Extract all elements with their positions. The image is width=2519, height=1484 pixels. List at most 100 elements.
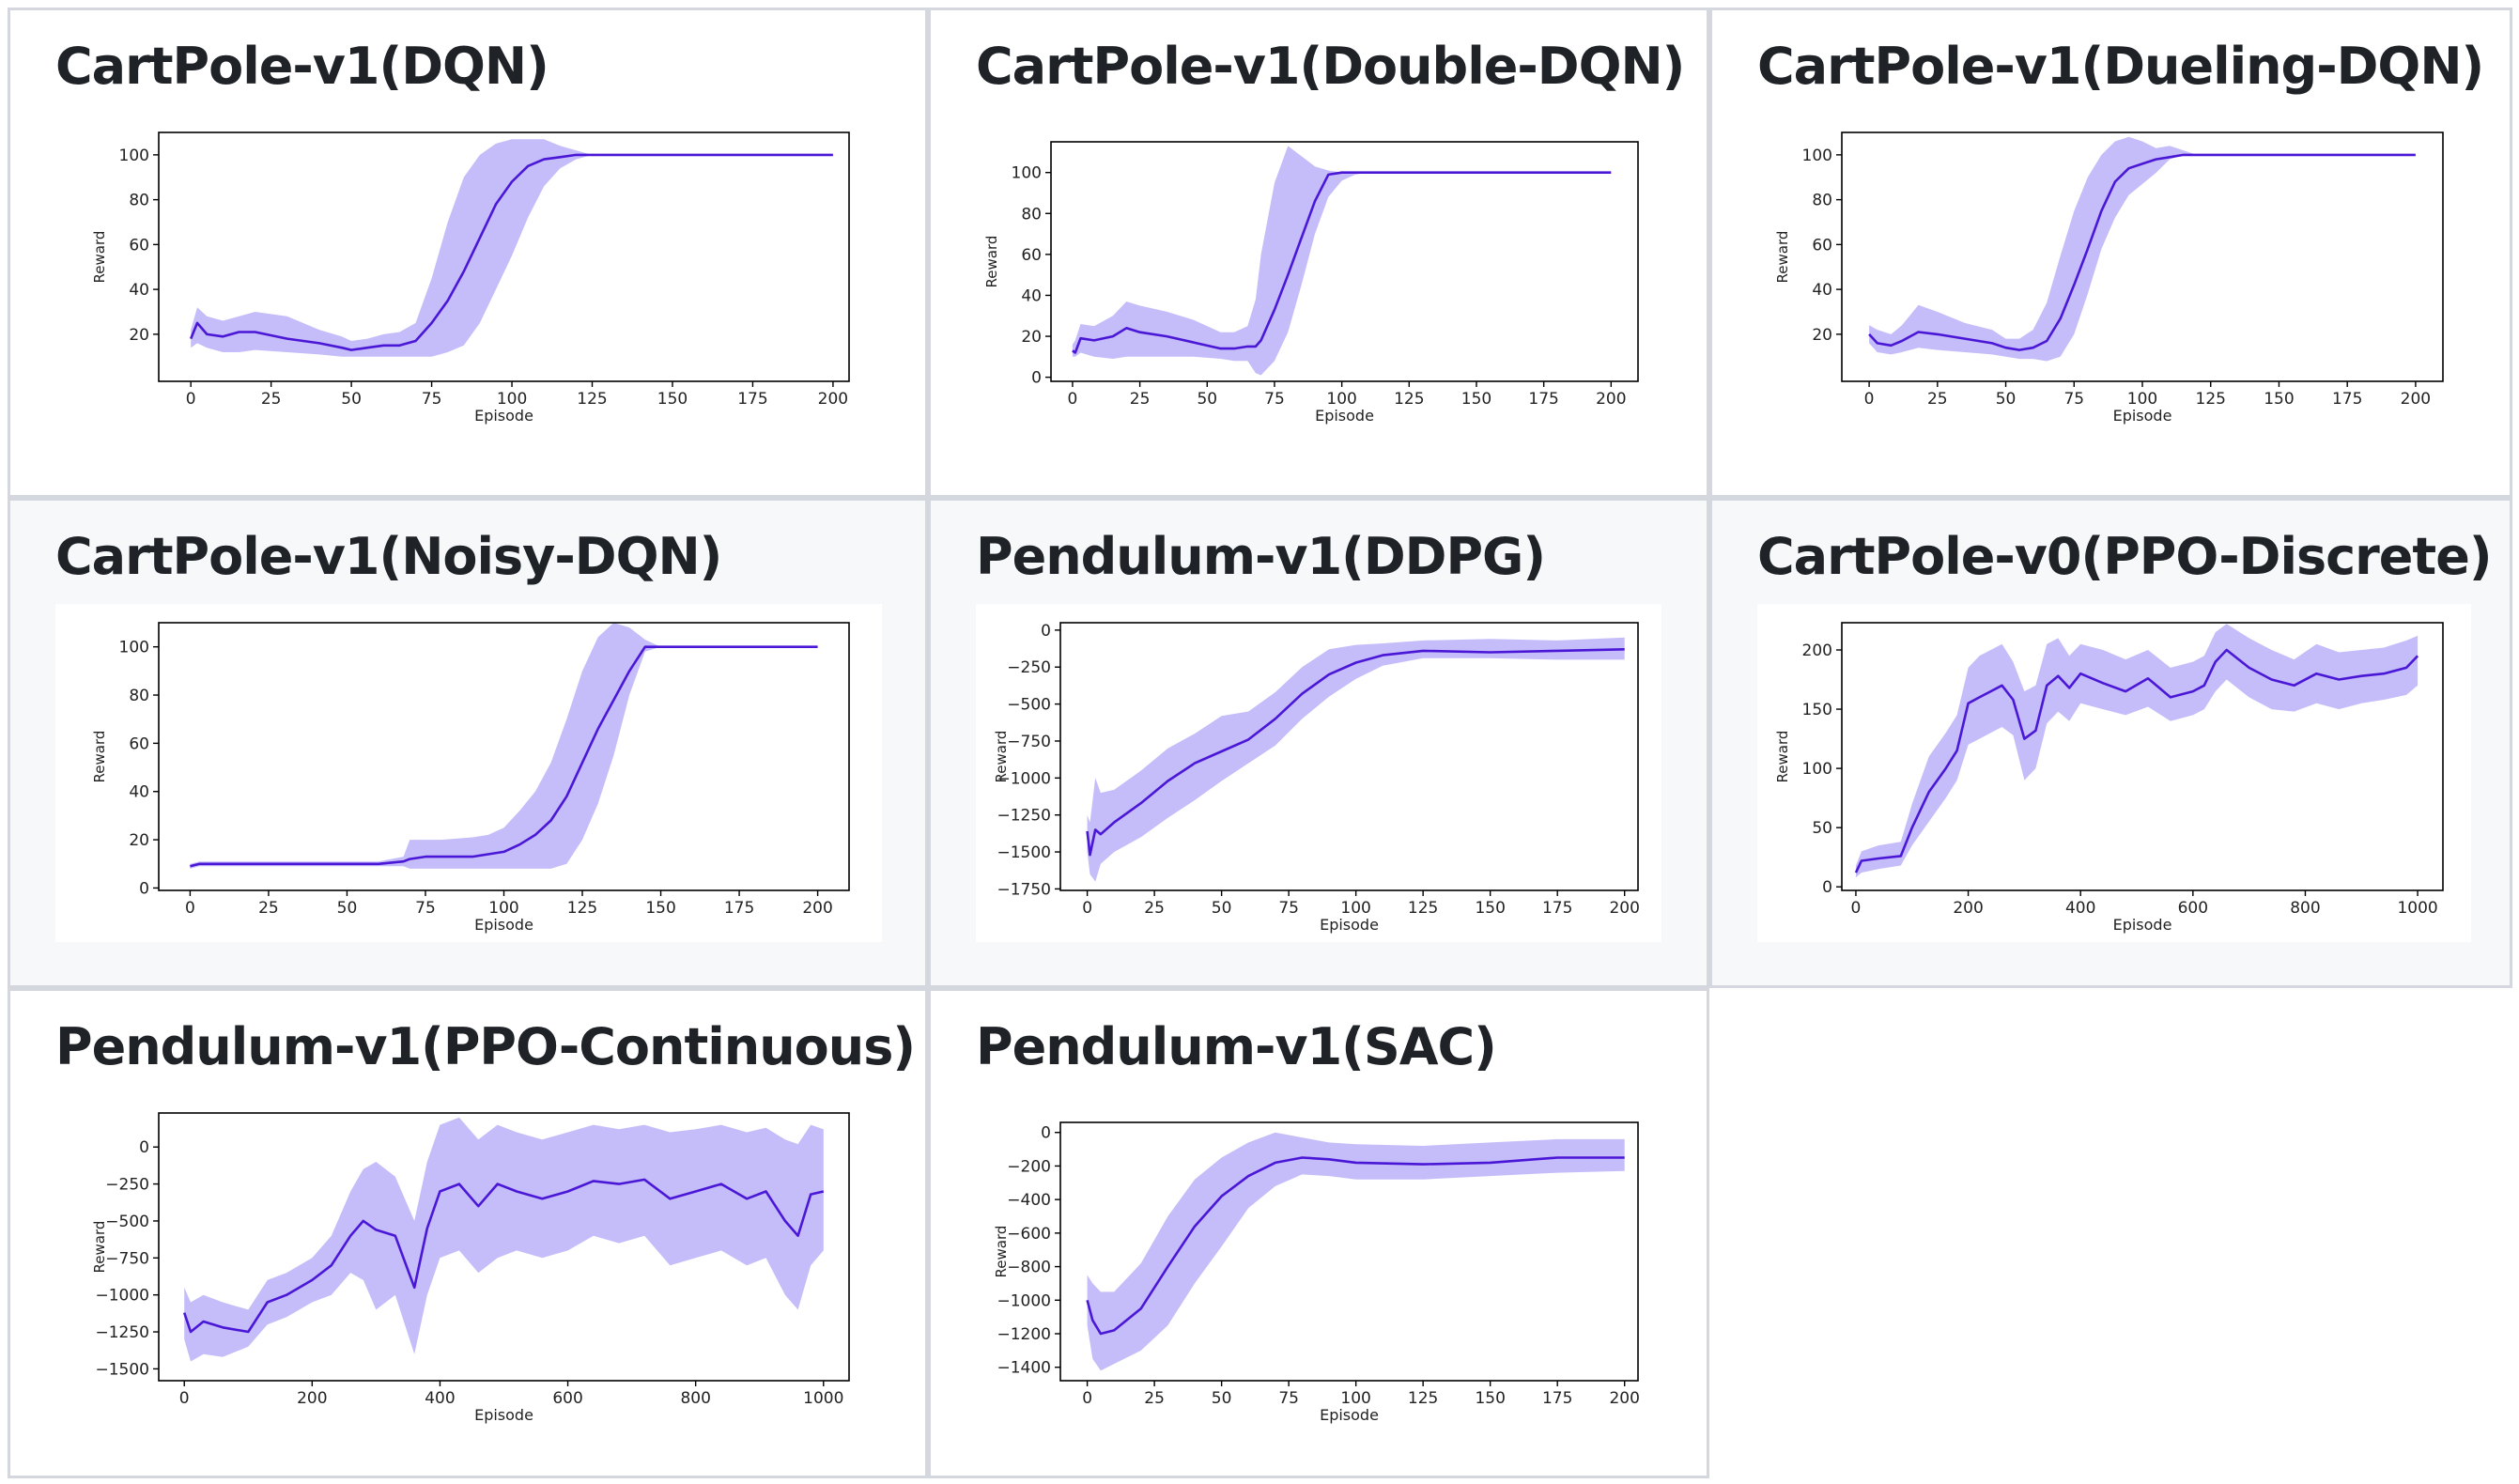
x-tick-label: 75 [1278,1389,1299,1408]
x-tick-label: 75 [1278,899,1299,918]
chart-title: Pendulum-v1(PPO-Continuous) [55,1017,916,1076]
x-tick-label: 200 [1609,899,1639,918]
confidence-band [1869,136,2416,362]
x-tick-label: 150 [2264,390,2294,409]
x-tick-label: 125 [1408,1389,1438,1408]
chart-plot: 0 200 400 600 800 1000 0 50 100 150 200 Episode Rewa… [1757,604,2471,942]
x-tick-label: 175 [1542,899,1572,918]
x-tick-label: 125 [577,390,607,409]
x-tick-label: 50 [341,390,362,409]
chart-title: CartPole-v0(PPO-Discrete) [1757,527,2493,586]
x-tick-label: 100 [497,390,527,409]
x-tick-label: 150 [657,390,688,409]
chart-plot: 0 25 50 75 100 125 150 175 200020406080100Episod… [976,114,1661,433]
chart-panel-pendulum-v1-sac: Pendulum-v1(SAC) 0 25 50 75 100 125 150 175 200 0 −… [928,988,1709,1478]
confidence-band [191,139,833,357]
axes-frame [1050,141,1639,382]
x-tick-label: 0 [1068,390,1078,409]
x-axis-label: Episode [2113,407,2172,425]
x-tick-label: 175 [2332,390,2362,409]
y-tick-label: 150 [1802,701,1832,719]
y-tick-label: 40 [1021,286,1042,305]
confidence-band [1087,1132,1625,1371]
confidence-band [1072,146,1612,376]
confidence-band [184,1117,824,1362]
y-tick-label: 0 [1031,369,1042,388]
y-tick-label: 100 [1802,760,1832,779]
x-tick-label: 75 [1264,390,1285,409]
y-tick-label: 60 [1812,236,1832,255]
x-tick-label: 0 [185,899,195,918]
x-tick-label: 175 [1542,1389,1572,1408]
x-tick-label: 1000 [2397,899,2437,918]
chart-title: CartPole-v1(Dueling-DQN) [1757,37,2484,96]
y-tick-label: 80 [1812,192,1832,210]
x-axis-label: Episode [474,407,533,425]
x-tick-label: 800 [680,1389,710,1408]
y-tick-label: 0 [1041,1124,1051,1143]
mean-reward-line [1086,1156,1625,1336]
mean-reward-line [1072,171,1612,354]
x-axis-label: Episode [474,1406,533,1424]
y-tick-label: 0 [1041,622,1051,641]
x-tick-label: 100 [1340,1389,1370,1408]
plot-background [976,114,1661,433]
x-tick-label: 25 [261,390,282,409]
x-tick-label: 400 [425,1389,455,1408]
x-axis-label: Episode [1320,916,1379,934]
y-tick-label: −500 [105,1213,149,1231]
axes-frame [1059,622,1639,891]
y-tick-label: 60 [129,236,149,255]
x-tick-label: 175 [724,899,754,918]
x-tick-label: 200 [2401,390,2431,409]
x-tick-label: 150 [1475,1389,1505,1408]
y-axis-label: Reward [91,1221,108,1274]
y-tick-label: −1000 [95,1287,149,1306]
y-tick-label: −600 [1007,1225,1051,1244]
axes-frame [1059,1121,1639,1382]
x-tick-label: 200 [1953,899,1983,918]
x-tick-label: 200 [1596,390,1626,409]
x-tick-label: 100 [488,899,518,918]
x-tick-label: 75 [422,390,442,409]
y-tick-label: 20 [1021,328,1042,347]
x-tick-label: 25 [1130,390,1151,409]
y-tick-label: −200 [1007,1157,1051,1176]
x-axis-label: Episode [474,916,533,934]
chart-title: CartPole-v1(Noisy-DQN) [55,527,722,586]
y-tick-label: 0 [139,879,149,898]
y-tick-label: −1400 [997,1359,1051,1378]
y-tick-label: 40 [129,783,149,802]
x-axis-label: Episode [1320,1406,1379,1424]
x-tick-label: 75 [2063,390,2084,409]
axes-frame [158,131,850,382]
x-tick-label: 175 [737,390,767,409]
y-tick-label: 200 [1802,642,1832,660]
x-tick-label: 50 [1197,390,1217,409]
x-tick-label: 0 [1851,899,1862,918]
y-tick-label: 0 [139,1138,149,1157]
x-tick-label: 25 [1927,390,1948,409]
x-tick-label: 25 [1144,1389,1165,1408]
x-tick-label: 125 [2196,390,2226,409]
x-tick-label: 200 [802,899,832,918]
y-tick-label: −1750 [997,880,1051,899]
x-tick-label: 75 [415,899,436,918]
x-tick-label: 100 [1340,899,1370,918]
y-tick-label: −750 [105,1249,149,1268]
y-axis-label: Reward [993,731,1010,783]
y-axis-label: Reward [993,1226,1010,1278]
chart-title: CartPole-v1(Double-DQN) [976,37,1685,96]
chart-plot: 0 25 50 75 100 125 150 175 20020406080100Episode… [55,114,882,433]
mean-reward-line [189,153,833,351]
y-tick-label: −1250 [95,1323,149,1342]
y-axis-label: Reward [983,236,1000,288]
x-tick-label: 800 [2290,899,2320,918]
x-tick-label: 600 [2178,899,2208,918]
chart-panel-cartpole-v1-noisy-dqn: CartPole-v1(Noisy-DQN) 0 25 50 75 100 125 150 17… [8,498,928,988]
x-tick-label: 0 [186,390,196,409]
chart-panel-pendulum-v1-ddpg: Pendulum-v1(DDPG) 0 25 50 75 100 125 150 175 200 0… [928,498,1709,988]
x-tick-label: 50 [1212,1389,1232,1408]
x-tick-label: 25 [258,899,279,918]
y-tick-label: 40 [1812,281,1832,300]
